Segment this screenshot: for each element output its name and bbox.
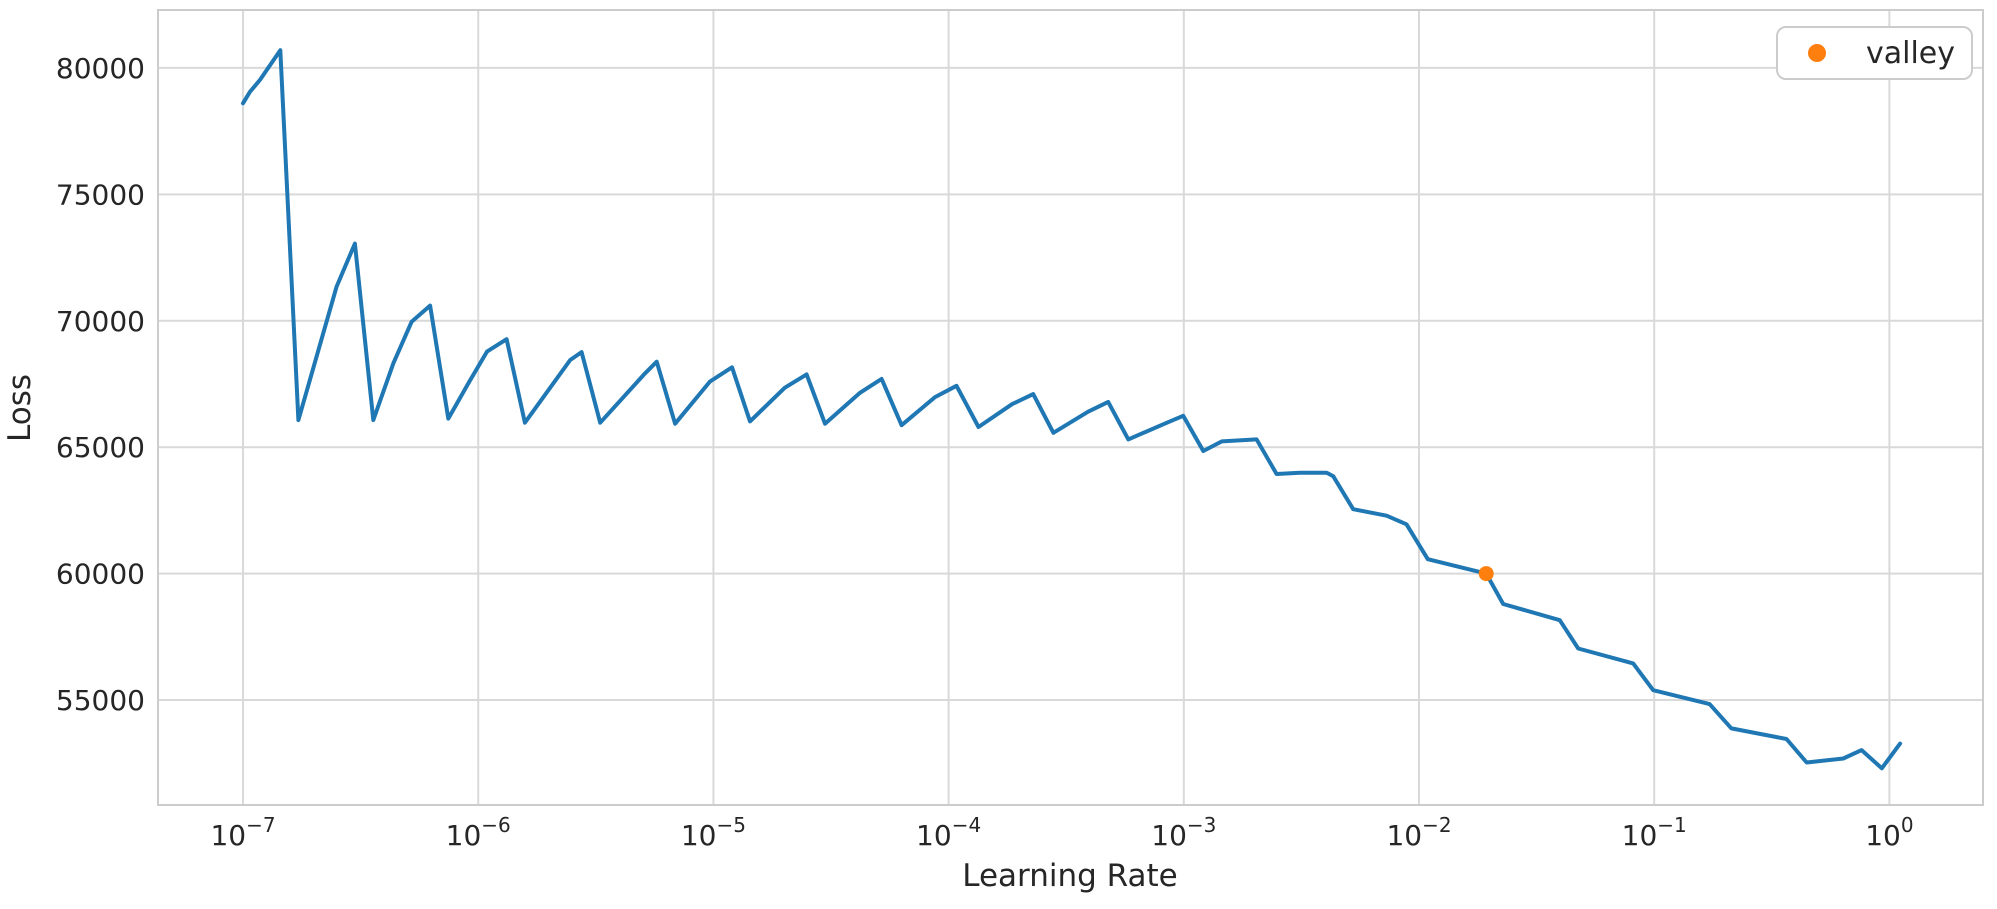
x-tick-label: 10−1 xyxy=(1622,813,1687,852)
y-tick-label: 70000 xyxy=(56,305,145,338)
x-tick-label: 10−7 xyxy=(210,813,275,852)
x-tick-label: 10−4 xyxy=(916,813,981,852)
gridlines xyxy=(158,10,1983,805)
x-tick-label: 10−6 xyxy=(446,813,511,852)
loss-curve-line xyxy=(241,48,1903,771)
y-tick-label: 65000 xyxy=(56,431,145,464)
plot-border xyxy=(157,9,1984,806)
x-tick-label: 10−5 xyxy=(681,813,746,852)
y-tick-label: 60000 xyxy=(56,558,145,591)
y-tick-label: 55000 xyxy=(56,684,145,717)
legend: valley xyxy=(1776,26,1973,80)
x-tick-label: 10−3 xyxy=(1151,813,1216,852)
legend-box xyxy=(1776,26,1973,80)
x-tick-labels: 10−7 10−6 10−5 10−4 10−3 10−2 10−1 100 xyxy=(210,813,1913,852)
x-tick-label: 100 xyxy=(1865,813,1913,852)
y-tick-labels: 55000 60000 65000 70000 75000 80000 xyxy=(56,52,145,717)
legend-marker-valley-icon xyxy=(1808,44,1826,62)
series-layer xyxy=(241,48,1903,771)
x-tick-label: 10−2 xyxy=(1386,813,1451,852)
y-tick-label: 80000 xyxy=(56,52,145,85)
legend-label-valley: valley xyxy=(1866,36,1955,71)
valley-marker xyxy=(1478,566,1494,582)
x-axis-label: Learning Rate xyxy=(962,858,1178,894)
y-axis-label: Loss xyxy=(2,374,38,442)
y-tick-label: 75000 xyxy=(56,178,145,211)
